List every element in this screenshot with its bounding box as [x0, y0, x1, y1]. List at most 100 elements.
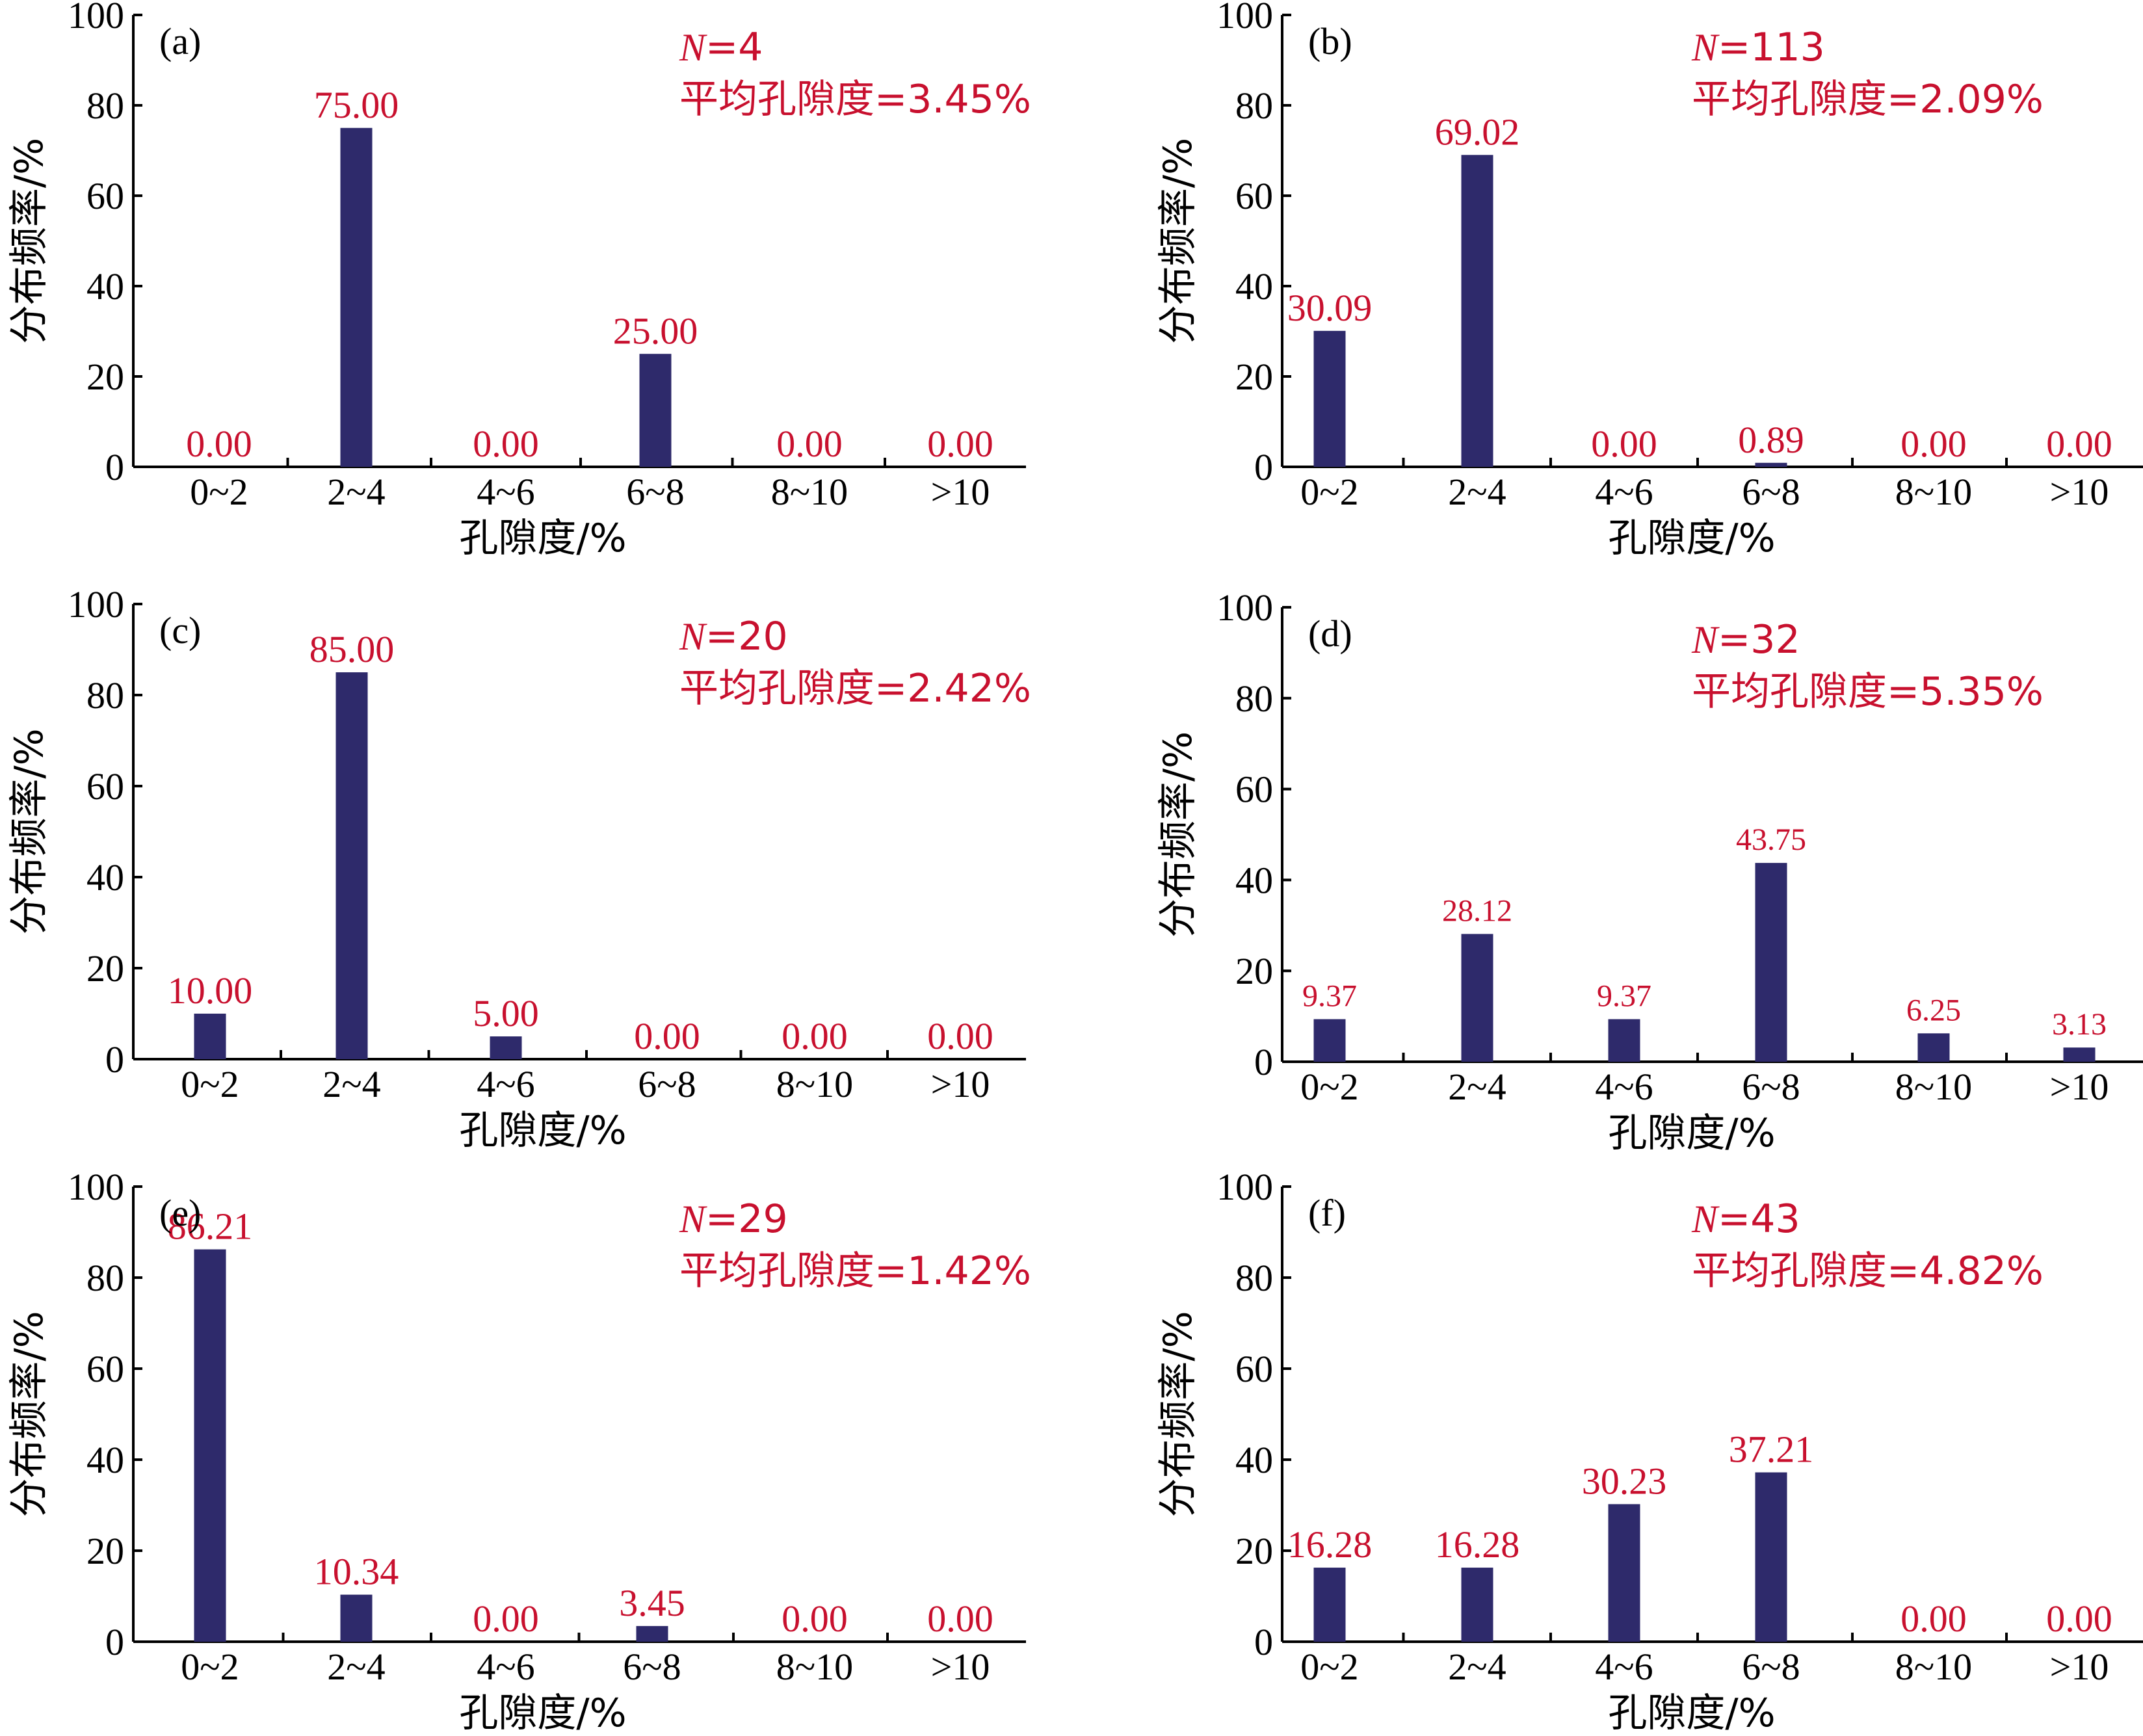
y-tick-label: 80 — [1235, 677, 1273, 720]
sample-count-symbol: N — [1691, 618, 1720, 661]
data-label: 0.00 — [927, 1015, 993, 1057]
sample-count-value: =4 — [705, 25, 763, 70]
sample-count-symbol: N — [1691, 26, 1720, 69]
bar-2-4 — [340, 127, 373, 467]
bar-4-6 — [1608, 1504, 1640, 1642]
sample-count-label: N=20 — [679, 614, 788, 659]
y-tick-label: 60 — [1235, 175, 1273, 217]
panel-label: (b) — [1308, 20, 1352, 62]
sample-count-value: =20 — [705, 614, 788, 659]
x-tick-label: 0~2 — [181, 1646, 239, 1688]
mean-porosity-label: 平均孔隙度=3.45% — [679, 77, 1031, 122]
x-tick-label: 2~4 — [322, 1063, 380, 1105]
sample-count-symbol: N — [679, 615, 707, 658]
x-tick-label: 8~10 — [771, 471, 848, 513]
bar-gt10 — [2063, 1047, 2096, 1062]
panel-d: 0 20 40 60 80 100 9.37 0~2 28.12 2~4 9.37 4~6 43.75 6… — [1155, 586, 2143, 1156]
y-axis-title: 分布频率/% — [1155, 138, 1201, 344]
sample-count-value: =29 — [705, 1196, 788, 1242]
data-label: 0.00 — [776, 423, 843, 465]
data-label: 3.13 — [2052, 1007, 2107, 1042]
panel-label: (a) — [159, 20, 201, 62]
sample-count-value: =32 — [1718, 617, 1800, 663]
y-tick-label: 20 — [1235, 1530, 1273, 1572]
x-tick-label: 2~4 — [327, 1646, 385, 1688]
data-label: 0.00 — [927, 423, 993, 465]
x-tick-label: 0~2 — [1300, 1646, 1358, 1688]
y-tick-label: 0 — [105, 1621, 124, 1663]
bar-6-8 — [1755, 1472, 1787, 1642]
y-tick-label: 100 — [68, 0, 124, 36]
data-label: 30.23 — [1582, 1460, 1667, 1502]
mean-porosity-label: 平均孔隙度=1.42% — [679, 1248, 1031, 1294]
data-label: 16.28 — [1287, 1523, 1373, 1566]
x-tick-label: >10 — [2050, 1646, 2109, 1688]
sample-count-label: N=29 — [679, 1196, 788, 1242]
sample-count-symbol: N — [679, 1198, 707, 1241]
sample-count-symbol: N — [1691, 1198, 1720, 1241]
bar-2-4 — [1461, 155, 1493, 467]
x-tick-label: 8~10 — [1895, 471, 1972, 513]
data-label: 0.00 — [782, 1598, 848, 1640]
data-label: 0.00 — [1591, 423, 1657, 465]
bar-0-2 — [1313, 330, 1346, 467]
x-tick-label: 2~4 — [1448, 1066, 1506, 1108]
data-label: 0.00 — [1900, 1598, 1967, 1640]
x-tick-label: 0~2 — [181, 1063, 239, 1105]
x-tick-label: 8~10 — [1895, 1066, 1972, 1108]
sample-count-label: N=113 — [1691, 25, 1825, 70]
bar-8-10 — [1917, 1033, 1950, 1062]
x-axis-title: 孔隙度/% — [459, 516, 626, 561]
data-label: 0.00 — [2046, 423, 2112, 465]
data-label: 28.12 — [1442, 893, 1512, 928]
x-axis-title: 孔隙度/% — [1608, 1690, 1775, 1736]
y-tick-label: 60 — [1235, 769, 1273, 811]
y-tick-label: 20 — [1235, 950, 1273, 992]
data-label: 9.37 — [1597, 979, 1651, 1014]
data-label: 0.89 — [1738, 419, 1804, 461]
data-label: 0.00 — [186, 423, 252, 465]
bar-6-8 — [1755, 863, 1787, 1062]
y-tick-label: 40 — [86, 265, 124, 308]
x-tick-label: 0~2 — [190, 471, 248, 513]
bar-4-6 — [490, 1036, 522, 1059]
x-axis-title: 孔隙度/% — [459, 1108, 626, 1153]
y-tick-label: 0 — [105, 1038, 124, 1081]
mean-porosity-label: 平均孔隙度=4.82% — [1692, 1248, 2044, 1294]
x-tick-label: 4~6 — [477, 471, 534, 513]
x-tick-label: 8~10 — [776, 1063, 853, 1105]
y-tick-label: 60 — [86, 765, 124, 808]
bar-6-8 — [636, 1625, 668, 1642]
sample-count-label: N=4 — [679, 25, 763, 70]
y-tick-label: 40 — [1235, 859, 1273, 901]
x-tick-label: 4~6 — [1595, 1066, 1653, 1108]
x-tick-label: >10 — [2050, 1066, 2109, 1108]
data-label: 37.21 — [1729, 1428, 1814, 1471]
data-label: 0.00 — [473, 423, 539, 465]
bar-0-2 — [1313, 1019, 1346, 1062]
data-label: 0.00 — [2046, 1598, 2112, 1640]
y-tick-label: 20 — [86, 947, 124, 990]
data-label: 3.45 — [619, 1582, 685, 1624]
x-axis-title: 孔隙度/% — [1608, 1111, 1775, 1156]
data-label: 9.37 — [1302, 979, 1357, 1014]
data-label: 0.00 — [473, 1598, 539, 1640]
data-label: 85.00 — [309, 628, 395, 670]
y-tick-label: 100 — [1216, 0, 1273, 36]
sample-count-symbol: N — [679, 26, 707, 69]
x-tick-label: 0~2 — [1300, 1066, 1358, 1108]
y-tick-label: 60 — [86, 1348, 124, 1390]
x-tick-label: 6~8 — [638, 1063, 696, 1105]
y-tick-label: 20 — [1235, 356, 1273, 398]
data-label: 43.75 — [1736, 822, 1806, 857]
bar-2-4 — [1461, 934, 1493, 1062]
bar-2-4 — [335, 672, 368, 1059]
panel-label: (d) — [1308, 612, 1352, 655]
x-tick-label: 4~6 — [1595, 1646, 1653, 1688]
x-tick-label: 4~6 — [477, 1646, 534, 1688]
x-tick-label: 4~6 — [477, 1063, 534, 1105]
y-tick-label: 80 — [86, 1257, 124, 1299]
y-tick-label: 60 — [1235, 1348, 1273, 1390]
data-label: 30.09 — [1287, 287, 1373, 329]
mean-porosity-label: 平均孔隙度=2.09% — [1692, 77, 2044, 122]
